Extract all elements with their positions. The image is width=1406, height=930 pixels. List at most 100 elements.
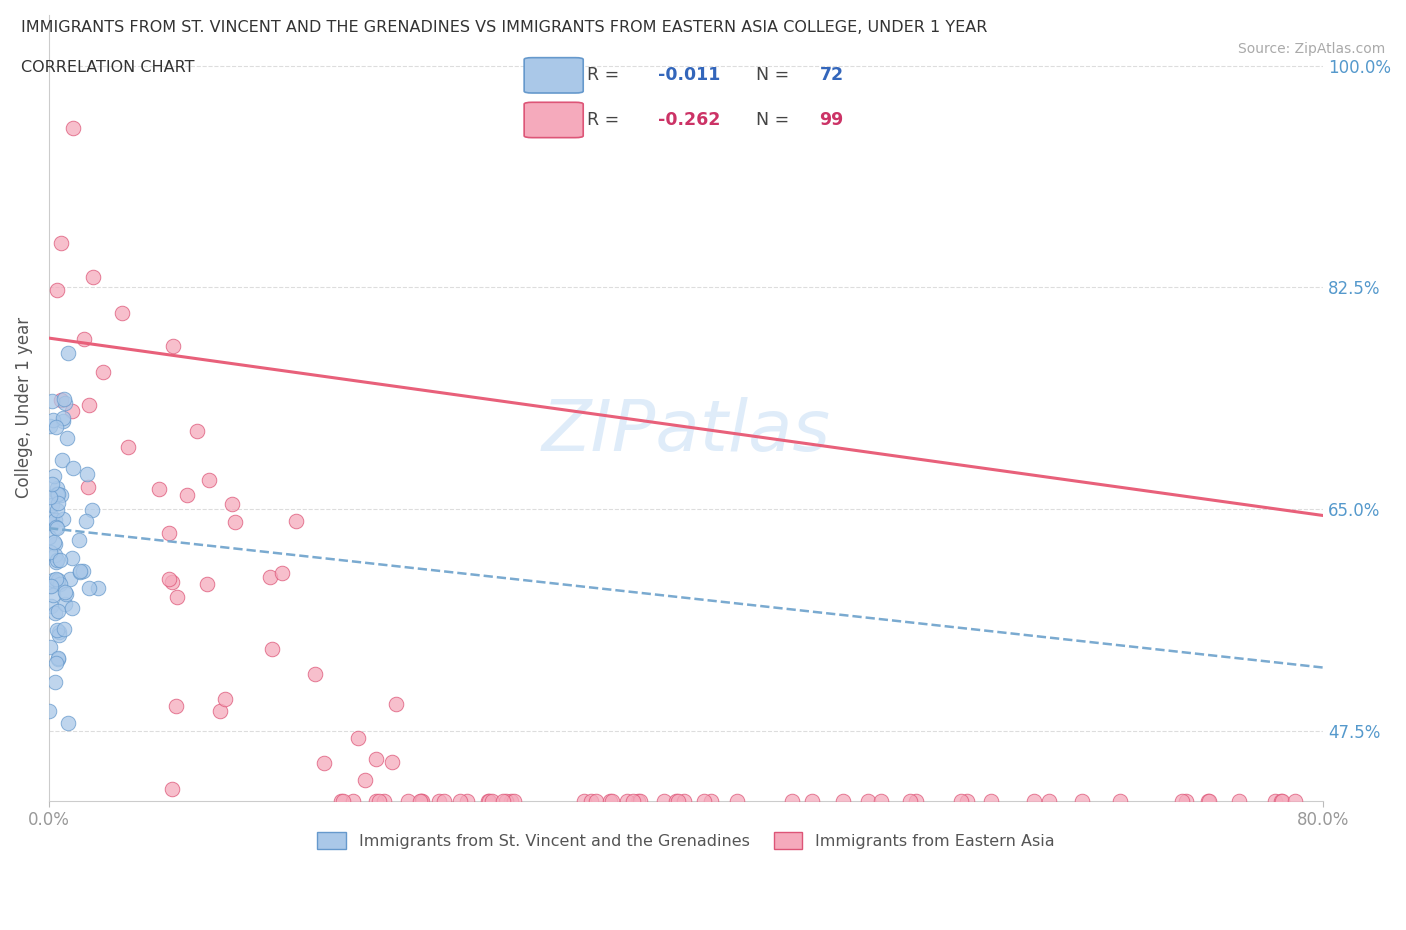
Point xyxy=(45,555,67,570)
Point xyxy=(262,642,284,657)
Point xyxy=(409,793,432,808)
Point xyxy=(304,667,326,682)
Point xyxy=(60,404,83,418)
Point xyxy=(259,570,281,585)
Point xyxy=(162,781,184,796)
Point xyxy=(1024,793,1046,808)
Point xyxy=(82,270,104,285)
Point xyxy=(616,793,638,808)
Point xyxy=(45,572,67,587)
Point xyxy=(41,510,63,525)
Point xyxy=(162,339,184,353)
Point xyxy=(1038,793,1060,808)
Point xyxy=(69,565,91,579)
Point xyxy=(673,793,696,808)
Point xyxy=(45,656,67,671)
Point xyxy=(342,793,364,808)
Point xyxy=(42,469,65,484)
Point xyxy=(628,793,651,808)
Point xyxy=(48,496,70,511)
Point xyxy=(1284,793,1306,808)
Point xyxy=(1171,793,1194,808)
Point xyxy=(44,547,66,562)
Point xyxy=(42,413,65,428)
Point xyxy=(86,580,108,595)
Point xyxy=(396,793,419,808)
Point xyxy=(665,793,688,808)
Point xyxy=(499,793,522,808)
Point xyxy=(411,793,433,808)
Point xyxy=(46,486,69,501)
Point xyxy=(48,625,70,640)
Point xyxy=(41,498,63,512)
Point xyxy=(77,580,100,595)
Point xyxy=(117,440,139,455)
Point xyxy=(62,460,84,475)
Point xyxy=(898,793,921,808)
Point xyxy=(51,235,73,250)
Point xyxy=(1271,793,1294,808)
Text: 99: 99 xyxy=(820,111,844,129)
Point xyxy=(49,488,72,503)
Text: N =: N = xyxy=(756,111,796,129)
Point xyxy=(73,331,96,346)
Point xyxy=(44,512,66,527)
Point xyxy=(157,525,180,540)
Point xyxy=(39,599,62,614)
Text: -0.262: -0.262 xyxy=(658,111,720,129)
Text: N =: N = xyxy=(756,66,796,85)
Point xyxy=(905,793,928,808)
FancyBboxPatch shape xyxy=(524,58,583,93)
Point xyxy=(599,793,621,808)
Point xyxy=(41,517,63,532)
Text: CORRELATION CHART: CORRELATION CHART xyxy=(21,60,194,75)
Point xyxy=(46,652,69,667)
Point xyxy=(52,621,75,636)
Point xyxy=(38,489,60,504)
Point xyxy=(46,486,69,501)
Point xyxy=(148,482,170,497)
Point xyxy=(832,793,855,808)
Point xyxy=(449,793,471,808)
Point xyxy=(46,521,69,536)
Point xyxy=(165,698,187,713)
Point xyxy=(45,283,67,298)
Point xyxy=(53,392,76,406)
Point xyxy=(52,512,75,526)
Point xyxy=(53,395,76,410)
Point xyxy=(366,793,388,808)
Point xyxy=(48,628,70,643)
Point xyxy=(224,514,246,529)
Point xyxy=(347,731,370,746)
Point xyxy=(495,793,517,808)
Point xyxy=(45,520,67,535)
Point xyxy=(62,601,84,616)
Point xyxy=(75,514,97,529)
Point xyxy=(49,552,72,567)
Point xyxy=(91,365,114,379)
Point xyxy=(782,793,804,808)
Point xyxy=(166,590,188,604)
Point xyxy=(1174,793,1197,808)
Point xyxy=(45,419,67,434)
Point xyxy=(51,452,73,467)
Point xyxy=(209,703,232,718)
Point xyxy=(160,575,183,590)
Point xyxy=(1071,793,1094,808)
Point xyxy=(385,697,408,711)
Point xyxy=(56,346,79,361)
Point xyxy=(411,793,433,808)
Text: R =: R = xyxy=(588,66,624,85)
Text: -0.011: -0.011 xyxy=(658,66,720,85)
Point xyxy=(221,497,243,512)
Point xyxy=(457,793,479,808)
Point xyxy=(42,535,65,550)
Point xyxy=(366,752,388,767)
Point xyxy=(700,793,723,808)
Point xyxy=(1197,793,1219,808)
Point xyxy=(481,793,503,808)
Point xyxy=(46,552,69,567)
Point xyxy=(980,793,1002,808)
Point xyxy=(503,793,526,808)
Point xyxy=(41,393,63,408)
